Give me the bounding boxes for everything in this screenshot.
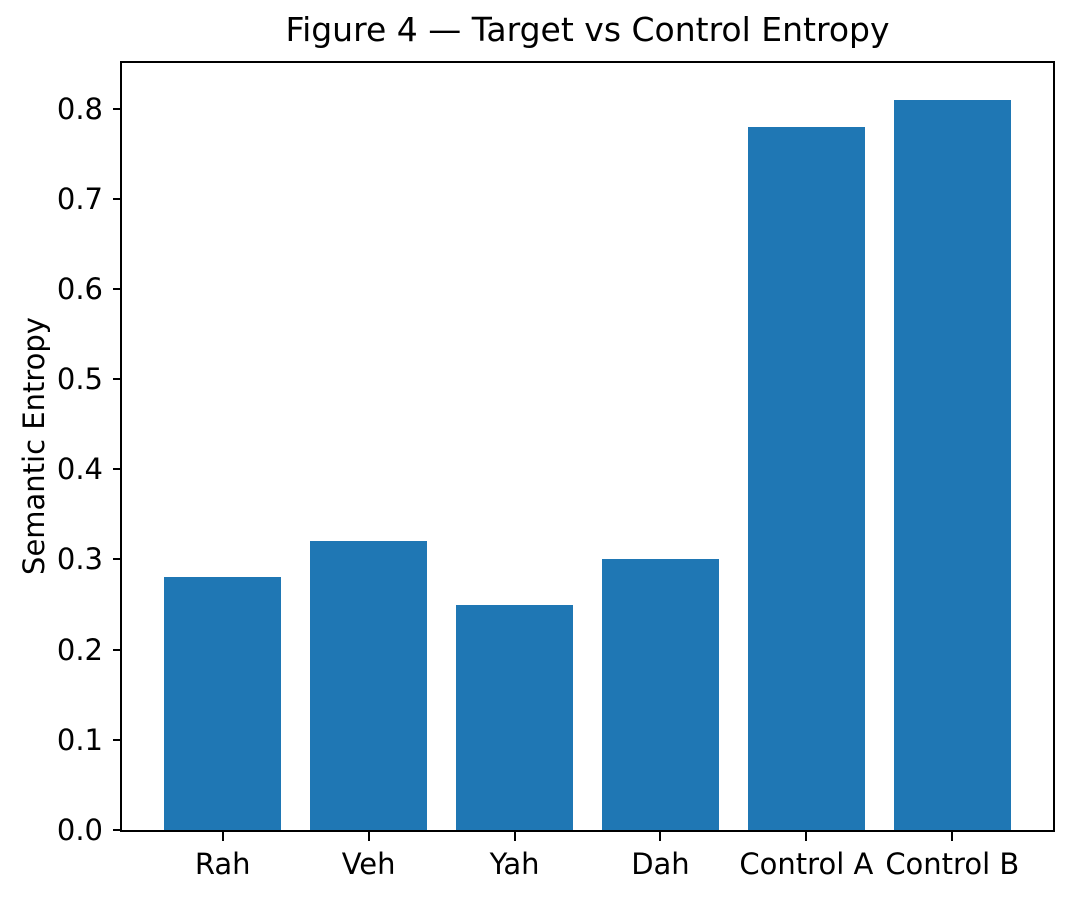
y-tick-label: 0.2 [56,632,103,667]
x-tick-label-control-b: Control B [885,847,1020,881]
x-tick-label-yah: Yah [489,847,540,881]
y-tick [113,107,122,110]
y-tick-label: 0.1 [56,722,103,757]
plot-area [122,63,1053,830]
x-tick [367,832,370,841]
bar-veh [310,541,427,830]
y-tick [113,378,122,381]
bar-rah [164,577,282,830]
y-tick-label: 0.0 [56,813,103,847]
x-tick [659,832,662,841]
x-tick-label-veh: Veh [341,847,396,881]
y-tick-label: 0.8 [56,91,103,126]
y-axis-label: Semantic Entropy [17,317,51,575]
y-tick [113,829,122,831]
y-tick [113,468,122,471]
bar-yah [456,604,573,830]
y-tick-label: 0.6 [56,271,103,306]
bar-dah [602,559,719,830]
y-tick [113,287,122,290]
x-tick [951,832,954,841]
y-tick [113,197,122,200]
y-tick [113,648,122,651]
y-tick [113,738,122,741]
y-tick [113,558,122,561]
y-tick-label: 0.3 [56,542,103,577]
x-tick [221,832,224,841]
x-tick-label-control-a: Control A [739,847,874,881]
x-tick [805,832,808,841]
x-tick [513,832,516,841]
y-tick-label: 0.7 [56,181,103,216]
y-tick-label: 0.4 [56,452,103,487]
chart-title: Figure 4 — Target vs Control Entropy [285,10,890,49]
bar-control-a [748,126,865,830]
y-tick-label: 0.5 [56,362,103,397]
axes-frame [120,61,1055,832]
x-tick-label-dah: Dah [631,847,690,881]
bar-control-b [893,99,1011,830]
x-tick-label-rah: Rah [194,847,251,881]
